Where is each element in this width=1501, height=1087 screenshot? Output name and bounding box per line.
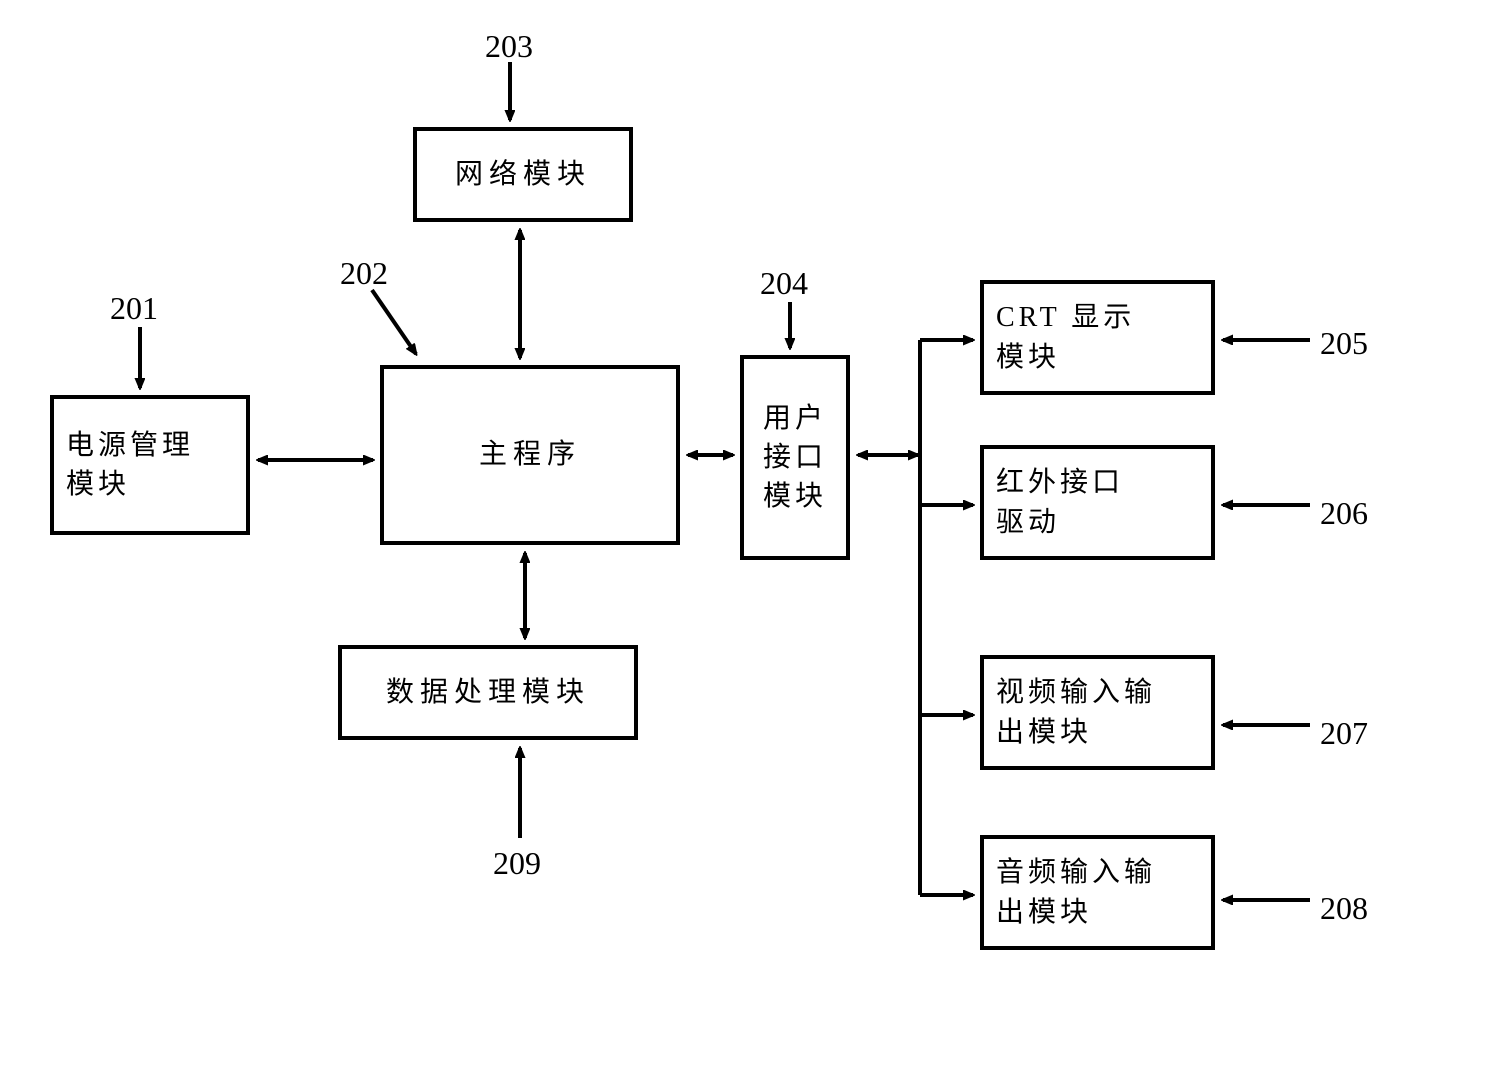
node-crt-display-module: CRT 显示模块 xyxy=(980,280,1215,395)
node-label: 数据处理模块 xyxy=(386,673,590,712)
node-label: 音频输入输出模块 xyxy=(996,853,1156,931)
node-data-processing-module: 数据处理模块 xyxy=(338,645,638,740)
node-label: CRT 显示模块 xyxy=(996,298,1135,376)
label-202: 202 xyxy=(340,255,388,292)
label-205: 205 xyxy=(1320,325,1368,362)
label-206: 206 xyxy=(1320,495,1368,532)
label-207: 207 xyxy=(1320,715,1368,752)
node-label: 红外接口驱动 xyxy=(996,463,1124,541)
node-audio-io-module: 音频输入输出模块 xyxy=(980,835,1215,950)
node-label: 用户接口模块 xyxy=(763,399,827,517)
label-203: 203 xyxy=(485,28,533,65)
node-main-program: 主程序 xyxy=(380,365,680,545)
node-label: 电源管理模块 xyxy=(66,426,194,504)
node-label: 主程序 xyxy=(479,435,581,474)
node-video-io-module: 视频输入输出模块 xyxy=(980,655,1215,770)
node-infrared-interface-driver: 红外接口驱动 xyxy=(980,445,1215,560)
node-power-management: 电源管理模块 xyxy=(50,395,250,535)
label-208: 208 xyxy=(1320,890,1368,927)
node-network-module: 网络模块 xyxy=(413,127,633,222)
label-201: 201 xyxy=(110,290,158,327)
node-user-interface-module: 用户接口模块 xyxy=(740,355,850,560)
label-209: 209 xyxy=(493,845,541,882)
node-label: 视频输入输出模块 xyxy=(996,673,1156,751)
node-label: 网络模块 xyxy=(455,155,591,194)
label-204: 204 xyxy=(760,265,808,302)
